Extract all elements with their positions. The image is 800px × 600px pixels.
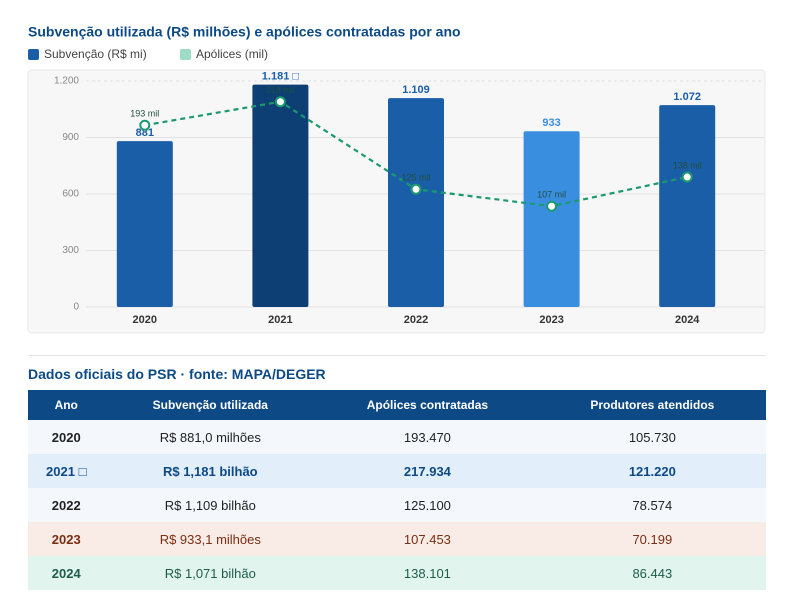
table-cell: 121.220 xyxy=(538,454,766,488)
table-cell: 138.101 xyxy=(316,556,539,590)
bar xyxy=(523,131,580,307)
table-cell: R$ 1,109 bilhão xyxy=(104,488,317,522)
table-cell: R$ 1,071 bilhão xyxy=(104,556,317,590)
table-cell: 86.443 xyxy=(538,556,766,590)
y-tick-label: 1.200 xyxy=(54,76,79,87)
bar xyxy=(388,98,444,307)
table-cell: 2022 xyxy=(28,488,105,522)
table-cell: R$ 881,0 milhões xyxy=(104,420,317,454)
separator xyxy=(28,355,766,356)
x-tick-label: 2022 xyxy=(404,314,428,326)
y-tick-label: 900 xyxy=(62,132,79,143)
column-header: Apólices contratadas xyxy=(316,390,539,420)
x-tick-label: 2021 xyxy=(268,314,292,326)
table-cell: 2020 xyxy=(28,420,105,454)
bar-value-label: 881 xyxy=(136,127,154,139)
bar-value-label: 933 xyxy=(542,117,560,129)
point-label: 138 mil xyxy=(673,160,702,170)
table-cell: 2023 xyxy=(28,522,105,556)
table-row: 2024 R$ 1,071 bilhão 138.101 86.443 xyxy=(28,556,766,590)
table-cell: 2024 xyxy=(28,556,105,590)
point-label: 193 mil xyxy=(130,109,159,119)
column-header: Subvenção utilizada xyxy=(104,390,317,420)
table-cell: 78.574 xyxy=(538,488,766,522)
header-row: Ano Subvenção utilizada Apólices contratad… xyxy=(28,390,766,420)
legend-label: Subvenção (R$ mi) xyxy=(44,47,147,61)
table-title: Dados oficiais do PSR · fonte: MAPA/DEGE… xyxy=(28,366,326,382)
y-tick-label: 300 xyxy=(62,245,79,256)
x-tick-label: 2020 xyxy=(133,314,157,326)
legend-swatch xyxy=(28,49,39,60)
bar xyxy=(252,84,309,307)
table-row: 2021 □ R$ 1,181 bilhão 217.934 121.220 xyxy=(28,454,766,488)
bar xyxy=(116,141,173,307)
legend-swatch xyxy=(180,49,191,60)
bar-value-label: 1.072 xyxy=(673,91,701,103)
point-label: 125 mil xyxy=(401,173,430,183)
table-cell: R$ 933,1 milhões xyxy=(104,522,317,556)
table-row: 2020 R$ 881,0 milhões 193.470 105.730 xyxy=(28,420,766,454)
table-cell: 217.934 xyxy=(316,454,539,488)
table-cell: R$ 1,181 bilhão xyxy=(104,454,317,488)
table-row: 2023 R$ 933,1 milhões 107.453 70.199 xyxy=(28,522,766,556)
table-cell: 70.199 xyxy=(538,522,766,556)
point-label: 218 mil xyxy=(266,85,295,95)
line-point xyxy=(410,183,422,195)
point-label: 107 mil xyxy=(537,190,566,200)
table-cell: 2021 □ xyxy=(28,454,105,488)
y-tick-label: 600 xyxy=(62,189,79,200)
line-point xyxy=(681,171,693,183)
column-header: Ano xyxy=(28,390,105,420)
line-point xyxy=(546,200,558,212)
column-header: Produtores atendidos xyxy=(538,390,766,420)
bar-value-label: 1.181 □ xyxy=(262,70,300,82)
x-tick-label: 2024 xyxy=(675,314,700,326)
line-point xyxy=(139,119,151,131)
table-row: 2022 R$ 1,109 bilhão 125.100 78.574 xyxy=(28,488,766,522)
table-cell: 107.453 xyxy=(316,522,539,556)
x-tick-label: 2023 xyxy=(539,314,563,326)
table-cell: 125.100 xyxy=(316,488,539,522)
table-cell: 105.730 xyxy=(538,420,766,454)
chart-title: Subvenção utilizada (R$ milhões) e apóli… xyxy=(28,24,461,40)
line-point xyxy=(274,96,286,108)
bar xyxy=(659,105,716,308)
table-cell: 193.470 xyxy=(316,420,539,454)
legend-label: Apólices (mil) xyxy=(196,47,268,61)
bar-value-label: 1.109 xyxy=(402,84,430,96)
chart: Subvenção utilizada (R$ milhões) e apóli… xyxy=(27,24,766,334)
y-tick-label: 0 xyxy=(73,302,79,313)
data-table: Ano Subvenção utilizada Apólices contratad… xyxy=(28,390,766,590)
